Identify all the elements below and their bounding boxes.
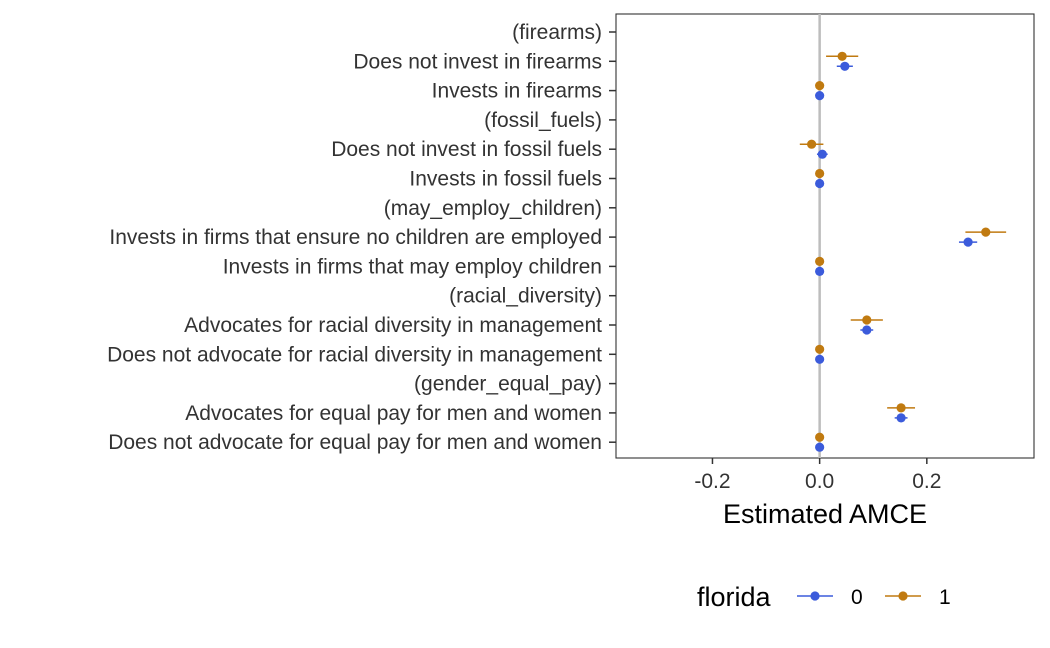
data-point — [981, 227, 991, 237]
data-point — [815, 81, 825, 91]
data-point — [840, 61, 850, 71]
legend-key-point — [898, 591, 908, 601]
x-axis-ticks: -0.2 0.0 0.2 — [694, 458, 941, 493]
category-label: (racial_diversity) — [449, 285, 602, 308]
data-point — [896, 413, 906, 423]
legend-title: florida — [697, 582, 772, 612]
data-point — [862, 315, 872, 325]
data-point — [815, 266, 825, 276]
data-point — [807, 139, 817, 149]
data-point — [817, 149, 827, 159]
category-label: (fossil_fuels) — [484, 109, 602, 132]
category-label: Advocates for equal pay for men and wome… — [185, 402, 602, 425]
x-tick-label: 0.2 — [912, 470, 941, 493]
category-label: Does not advocate for equal pay for men … — [108, 431, 602, 454]
data-point — [815, 256, 825, 266]
data-point — [837, 51, 847, 61]
data-point — [815, 442, 825, 452]
x-axis-title: Estimated AMCE — [723, 499, 927, 529]
category-labels: (firearms) Does not invest in firearms Inv… — [107, 21, 602, 454]
category-label: (firearms) — [512, 21, 602, 44]
data-point — [815, 178, 825, 189]
data-point — [896, 403, 906, 413]
data-point — [815, 354, 825, 364]
y-axis-ticks — [609, 31, 616, 443]
category-label: Invests in firms that may employ childre… — [223, 255, 602, 278]
category-label: Invests in firms that ensure no children… — [109, 226, 602, 249]
legend-label: 0 — [851, 586, 863, 609]
category-label: Invests in fossil fuels — [409, 168, 602, 191]
category-label: Invests in firearms — [432, 80, 602, 103]
category-label: (may_employ_children) — [384, 197, 602, 220]
plot-panel — [615, 13, 1035, 459]
data-point — [963, 237, 973, 247]
data-point — [815, 432, 825, 442]
category-label: Does not invest in fossil fuels — [331, 138, 602, 161]
x-tick-label: -0.2 — [694, 470, 730, 493]
x-tick-label: 0.0 — [805, 470, 834, 493]
data-point — [815, 168, 825, 179]
legend-key-point — [810, 591, 820, 601]
series-marks — [799, 51, 1007, 452]
category-label: (gender_equal_pay) — [414, 373, 602, 396]
data-point — [862, 325, 872, 335]
data-point — [815, 91, 825, 101]
category-label: Does not advocate for racial diversity i… — [107, 343, 602, 366]
category-label: Advocates for racial diversity in manage… — [184, 314, 602, 337]
data-point — [815, 344, 825, 354]
legend-label: 1 — [939, 586, 951, 609]
category-label: Does not invest in firearms — [353, 50, 602, 73]
